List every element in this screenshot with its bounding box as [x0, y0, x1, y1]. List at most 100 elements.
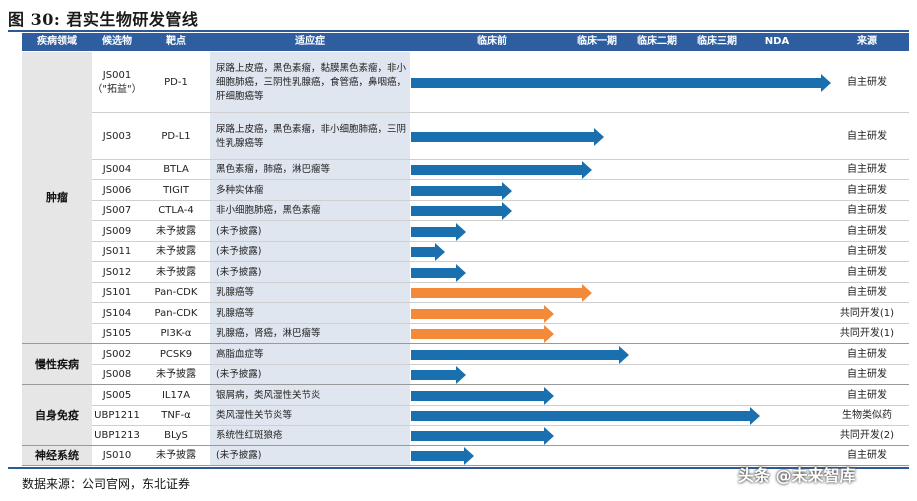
candidate-cell: JS004 [102, 164, 132, 175]
source-cell: 自主研发 [847, 130, 887, 142]
header-indication: 适应症 [295, 36, 325, 47]
top-rule [8, 30, 909, 32]
target-cell: Pan-CDK [154, 287, 198, 298]
target-cell: BTLA [163, 164, 189, 175]
progress-arrow [411, 366, 466, 384]
target-cell: 未予披露 [156, 450, 196, 461]
disease-column-bg [22, 52, 92, 466]
progress-bar [411, 407, 760, 425]
target-cell: CTLA-4 [158, 205, 194, 216]
row-separator [92, 179, 909, 180]
progress-bar [411, 73, 831, 92]
header-candidate: 候选物 [102, 36, 132, 47]
candidate-cell: JS011 [102, 246, 132, 257]
progress-bar [411, 161, 592, 179]
candidate-cell: JS005 [102, 389, 132, 401]
target-cell: IL17A [161, 389, 191, 401]
header-nda: NDA [764, 36, 790, 47]
row-separator [22, 465, 909, 466]
progress-arrow [411, 161, 592, 179]
disease-group-label: 神经系统 [35, 449, 79, 462]
source-cell: 自主研发 [847, 76, 887, 88]
watermark: 头条 @未来智库 [738, 466, 856, 485]
candidate-cell: JS104 [102, 307, 132, 319]
header-preclinical: 临床前 [477, 36, 507, 47]
disease-group-label: 慢性疾病 [35, 357, 79, 371]
indication-cell: 尿路上皮癌，黑色素瘤，黏膜黑色素瘤，非小细胞肺癌，三阴性乳腺癌，食管癌，鼻咽癌，… [216, 62, 407, 102]
target-cell: 未予披露 [156, 266, 196, 278]
target-cell: PD-L1 [161, 130, 191, 142]
progress-bar [411, 243, 445, 261]
target-cell: Pan-CDK [154, 307, 198, 319]
progress-bar [411, 181, 512, 200]
indication-cell: 乳腺癌，肾癌，淋巴瘤等 [216, 328, 321, 339]
disease-group-label: 自身免疫 [35, 408, 79, 422]
candidate-cell: JS012 [102, 266, 132, 278]
progress-arrow [411, 73, 831, 92]
progress-bar [411, 345, 629, 364]
indication-cell: 类风湿性关节炎等 [216, 410, 293, 421]
target-cell: 未予披露 [156, 369, 196, 380]
progress-arrow [411, 345, 629, 364]
progress-bar [411, 447, 474, 465]
row-separator [92, 425, 909, 426]
header-source: 来源 [857, 36, 877, 47]
indication-cell: 尿路上皮癌，黑色素瘤，非小细胞肺癌，三阴性乳腺癌等 [216, 123, 407, 149]
progress-arrow [411, 447, 474, 465]
candidate-cell: JS002 [102, 348, 132, 360]
source-cell: 自主研发 [847, 266, 887, 278]
progress-arrow [411, 325, 554, 343]
progress-bar [411, 263, 466, 282]
target-cell: 未予披露 [156, 246, 196, 257]
candidate-cell: JS006 [102, 184, 132, 196]
bottom-rule [8, 467, 909, 469]
source-cell: 生物类似药 [842, 410, 892, 421]
progress-bar [411, 284, 592, 302]
header-disease: 疾病领域 [37, 36, 77, 47]
source-cell: 共同开发(1) [839, 328, 895, 339]
row-separator [22, 343, 909, 344]
row-separator [92, 112, 909, 113]
row-separator [92, 200, 909, 201]
row-separator [92, 159, 909, 160]
candidate-cell: JS007 [102, 205, 132, 216]
header-phase1: 临床一期 [577, 36, 617, 47]
progress-bar [411, 127, 604, 146]
source-cell: 自主研发 [847, 246, 887, 257]
candidate-cell: JS009 [102, 225, 132, 237]
indication-cell: (未予披露) [216, 450, 262, 461]
candidate-cell: JS101 [102, 287, 132, 298]
indication-cell: 乳腺癌等 [216, 307, 255, 319]
target-cell: 未予披露 [156, 225, 196, 237]
indication-cell: 非小细胞肺癌，黑色素瘤 [216, 205, 321, 216]
source-cell: 自主研发 [847, 450, 887, 461]
source-cell: 自主研发 [847, 389, 887, 401]
progress-arrow [411, 304, 554, 323]
progress-arrow [411, 427, 554, 445]
source-cell: 自主研发 [847, 369, 887, 380]
progress-arrow [411, 181, 512, 200]
target-cell: PD-1 [164, 76, 188, 88]
row-separator [92, 323, 909, 324]
source-cell: 自主研发 [847, 164, 887, 175]
row-separator [92, 405, 909, 406]
indication-cell: 黑色素瘤，肺癌，淋巴瘤等 [216, 164, 331, 175]
source-cell: 共同开发(1) [839, 307, 895, 319]
candidate-cell: UBP1211 [94, 410, 140, 421]
row-separator [22, 384, 909, 385]
row-separator [92, 302, 909, 303]
source-cell: 自主研发 [847, 225, 887, 237]
indication-cell: 系统性红斑狼疮 [216, 430, 283, 441]
progress-arrow [411, 386, 554, 405]
progress-arrow [411, 263, 466, 282]
progress-arrow [411, 284, 592, 302]
table-header: 疾病领域 候选物 靶点 适应症 临床前 临床一期 临床二期 临床三期 NDA 来… [22, 33, 909, 51]
indication-cell: 高脂血症等 [216, 348, 264, 360]
target-cell: BLyS [164, 430, 188, 441]
row-separator [92, 220, 909, 221]
target-cell: PCSK9 [159, 348, 193, 360]
progress-arrow [411, 243, 445, 261]
indication-column-bg [210, 52, 410, 466]
source-cell: 自主研发 [847, 348, 887, 360]
indication-cell: 多种实体瘤 [216, 184, 264, 196]
